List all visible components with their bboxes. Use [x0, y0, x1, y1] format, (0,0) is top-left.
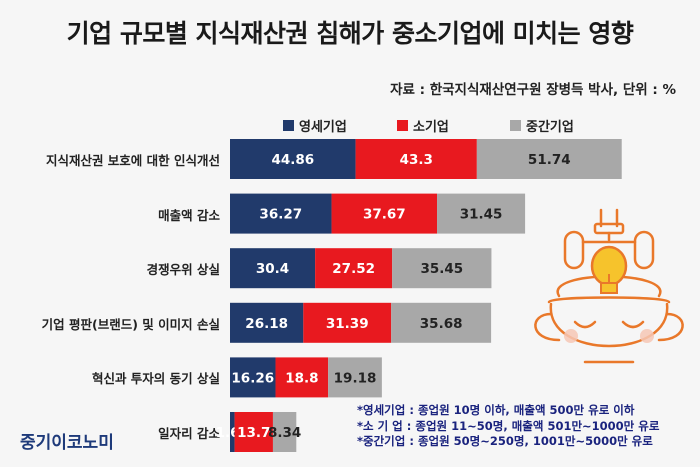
data-label: 36.27 [259, 207, 302, 223]
data-label: 26.18 [245, 316, 288, 332]
bar-segment [331, 193, 438, 234]
chart-title: 기업 규모별 지식재산권 침해가 중소기업에 미치는 영향 [66, 19, 634, 48]
bar-segment [230, 357, 276, 398]
bar-segment [328, 357, 382, 398]
category-label: 기업 평판(브랜드) 및 이미지 손실 [41, 316, 220, 332]
data-label: 44.86 [271, 152, 314, 168]
legend-swatch-micro [283, 120, 294, 131]
size-definitions-note: *영세기업 : 종업원 10명 이하, 매출액 500만 유로 이하 *소 기 … [357, 403, 697, 450]
lightbulb-cup-icon [534, 208, 684, 364]
bar-segment [303, 302, 392, 343]
brand-logo: 중기이코노미 [20, 433, 114, 453]
bar-segment [272, 412, 297, 452]
data-label: 43.3 [400, 152, 433, 168]
data-label: 35.45 [420, 261, 463, 277]
bar-segment [315, 248, 393, 289]
legend-item-micro: 영세기업 [283, 116, 347, 135]
bar-segment [230, 302, 304, 343]
data-label: 31.45 [460, 207, 503, 223]
legend-swatch-small [397, 120, 408, 131]
category-label: 일자리 감소 [158, 426, 220, 441]
note-line-medium: *중간기업 : 종업원 50명~250명, 1001만~5000만 유로 [357, 434, 653, 448]
bar-segment [355, 139, 477, 179]
data-label: 35.68 [420, 316, 463, 332]
legend-item-small: 소기업 [397, 116, 449, 135]
bar-segment [230, 412, 235, 452]
data-label: 37.67 [363, 207, 406, 223]
bar-segment [437, 193, 526, 234]
bar-segment [230, 193, 332, 234]
bar-segment [392, 248, 492, 289]
bar-segment [391, 302, 492, 343]
data-label: 30.4 [256, 261, 289, 277]
legend-item-medium: 중간기업 [510, 116, 574, 135]
bar-segment [275, 357, 329, 398]
legend-label-small: 소기업 [413, 120, 449, 135]
note-line-small: *소 기 업 : 종업원 11~50명, 매출액 501만~1000만 유로 [357, 418, 660, 433]
data-label: 8.34 [268, 425, 301, 441]
legend-swatch-medium [510, 120, 521, 131]
legend: 영세기업 소기업 중간기업 [0, 116, 700, 135]
data-label: 18.8 [285, 370, 318, 386]
data-label: 31.39 [326, 316, 369, 332]
bar-segment [234, 412, 273, 452]
data-label: 27.52 [332, 261, 375, 277]
note-line-micro: *영세기업 : 종업원 10명 이하, 매출액 500만 유로 이하 [357, 403, 635, 417]
bar-segment [230, 248, 316, 289]
category-label: 혁신과 투자의 동기 상실 [91, 371, 220, 387]
bar-segment [230, 139, 356, 179]
category-label: 경쟁우위 상실 [146, 262, 220, 278]
source-note: 자료 : 한국지식재산연구원 장병득 박사, 단위 : % [390, 82, 676, 98]
category-label: 매출액 감소 [158, 207, 220, 223]
data-label: 19.18 [334, 370, 377, 386]
data-label: 13.7 [237, 425, 270, 441]
category-label: 지식재산권 보호에 대한 인식개선 [45, 153, 220, 168]
legend-label-micro: 영세기업 [299, 120, 347, 135]
bar-segment [476, 139, 622, 179]
legend-label-medium: 중간기업 [526, 120, 574, 135]
data-label: 51.74 [528, 152, 571, 168]
data-label: 16.26 [231, 370, 274, 386]
